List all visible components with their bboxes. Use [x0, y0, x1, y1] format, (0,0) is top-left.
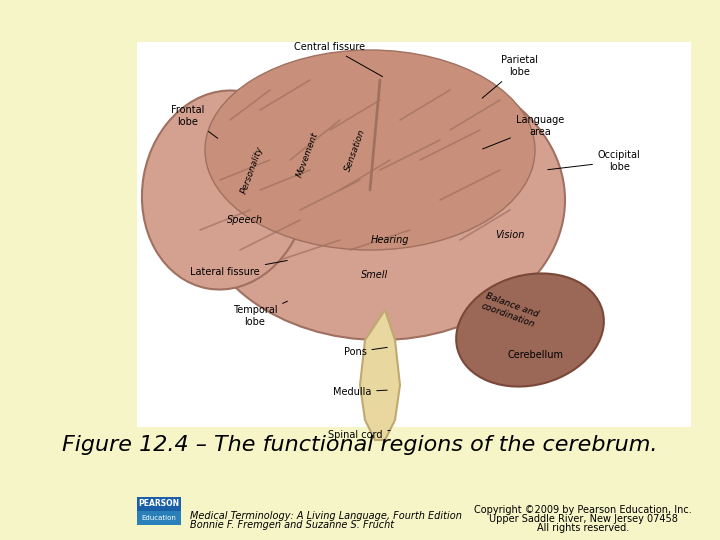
Text: Hearing: Hearing	[371, 235, 409, 245]
Text: Movement: Movement	[296, 131, 320, 179]
Text: Medulla: Medulla	[333, 387, 387, 397]
Text: Speech: Speech	[227, 215, 263, 225]
Text: Occipital
lobe: Occipital lobe	[548, 151, 641, 172]
Text: Balance and
coordination: Balance and coordination	[480, 291, 540, 329]
Text: Medical Terminology: A Living Language, Fourth Edition: Medical Terminology: A Living Language, …	[190, 511, 462, 521]
Ellipse shape	[142, 91, 308, 289]
Text: Frontal
lobe: Frontal lobe	[171, 105, 217, 138]
Text: Personality: Personality	[239, 145, 265, 195]
Text: Parietal
lobe: Parietal lobe	[482, 56, 539, 98]
Ellipse shape	[205, 50, 535, 250]
Text: Language
area: Language area	[482, 116, 564, 149]
FancyBboxPatch shape	[137, 497, 181, 511]
Text: Vision: Vision	[495, 230, 525, 240]
Text: Sensation: Sensation	[343, 127, 366, 172]
Text: Bonnie F. Fremgen and Suzanne S. Frucht: Bonnie F. Fremgen and Suzanne S. Frucht	[190, 520, 394, 530]
Ellipse shape	[195, 60, 565, 340]
Text: Smell: Smell	[361, 270, 389, 280]
FancyBboxPatch shape	[137, 511, 181, 525]
Text: Figure 12.4 – The functional regions of the cerebrum.: Figure 12.4 – The functional regions of …	[62, 435, 658, 455]
Text: Central fissure: Central fissure	[294, 42, 382, 77]
Text: Lateral fissure: Lateral fissure	[190, 260, 287, 277]
Text: Temporal
lobe: Temporal lobe	[233, 301, 287, 327]
Text: Education: Education	[142, 515, 176, 521]
Text: Copyright ©2009 by Pearson Education, Inc.: Copyright ©2009 by Pearson Education, In…	[474, 505, 692, 515]
Text: Cerebellum: Cerebellum	[507, 350, 563, 360]
Text: Spinal cord: Spinal cord	[328, 430, 390, 440]
Text: PEARSON: PEARSON	[138, 500, 179, 509]
Text: All rights reserved.: All rights reserved.	[537, 523, 629, 533]
PathPatch shape	[360, 310, 400, 440]
Text: Pons: Pons	[343, 347, 387, 357]
FancyBboxPatch shape	[137, 42, 691, 427]
Ellipse shape	[456, 273, 604, 387]
Text: Upper Saddle River, New Jersey 07458: Upper Saddle River, New Jersey 07458	[489, 514, 678, 524]
